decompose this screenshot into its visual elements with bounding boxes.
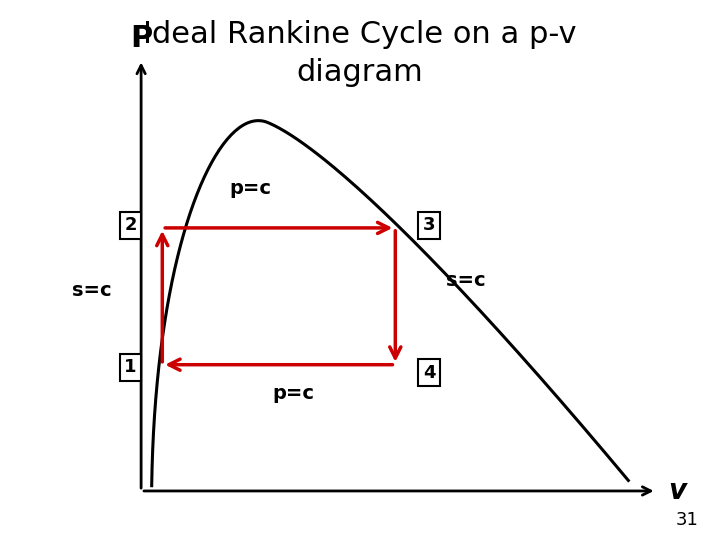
Text: 3: 3 (423, 217, 436, 234)
Text: v: v (669, 477, 687, 505)
Text: 4: 4 (423, 363, 436, 382)
Text: P: P (130, 24, 152, 53)
Text: p=c: p=c (230, 179, 271, 198)
Text: 2: 2 (125, 217, 137, 234)
Text: Ideal Rankine Cycle on a p-v
diagram: Ideal Rankine Cycle on a p-v diagram (143, 20, 577, 87)
Text: 1: 1 (125, 359, 137, 376)
Text: s=c: s=c (446, 271, 486, 290)
Text: 31: 31 (675, 511, 698, 529)
Text: p=c: p=c (272, 384, 314, 403)
Text: s=c: s=c (72, 281, 112, 300)
